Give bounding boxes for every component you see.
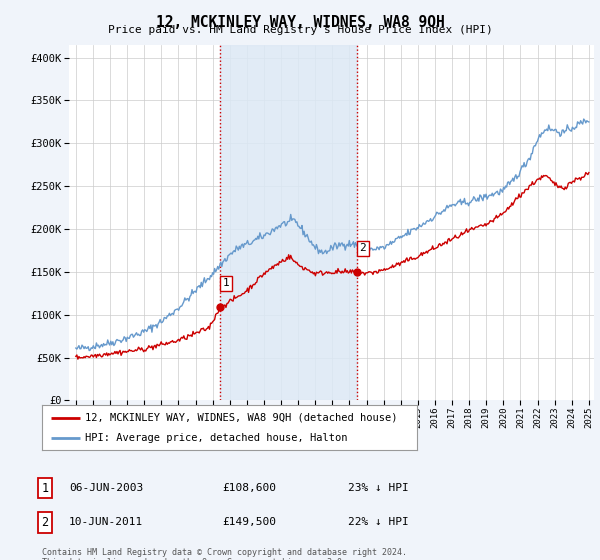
Text: £149,500: £149,500 bbox=[222, 517, 276, 528]
Text: 06-JUN-2003: 06-JUN-2003 bbox=[69, 483, 143, 493]
Text: 23% ↓ HPI: 23% ↓ HPI bbox=[348, 483, 409, 493]
Text: 22% ↓ HPI: 22% ↓ HPI bbox=[348, 517, 409, 528]
Text: £108,600: £108,600 bbox=[222, 483, 276, 493]
Text: 12, MCKINLEY WAY, WIDNES, WA8 9QH (detached house): 12, MCKINLEY WAY, WIDNES, WA8 9QH (detac… bbox=[85, 413, 398, 423]
Bar bbox=[220, 45, 357, 400]
Text: Contains HM Land Registry data © Crown copyright and database right 2024.
This d: Contains HM Land Registry data © Crown c… bbox=[42, 548, 407, 560]
Text: 12, MCKINLEY WAY, WIDNES, WA8 9QH: 12, MCKINLEY WAY, WIDNES, WA8 9QH bbox=[155, 15, 445, 30]
Text: 1: 1 bbox=[223, 278, 229, 288]
Text: 1: 1 bbox=[41, 482, 49, 495]
Text: 2: 2 bbox=[359, 244, 366, 254]
Text: 2: 2 bbox=[41, 516, 49, 529]
Text: 10-JUN-2011: 10-JUN-2011 bbox=[69, 517, 143, 528]
Text: HPI: Average price, detached house, Halton: HPI: Average price, detached house, Halt… bbox=[85, 433, 347, 443]
Text: Price paid vs. HM Land Registry's House Price Index (HPI): Price paid vs. HM Land Registry's House … bbox=[107, 25, 493, 35]
